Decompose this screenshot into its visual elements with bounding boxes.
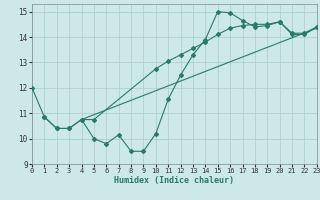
- X-axis label: Humidex (Indice chaleur): Humidex (Indice chaleur): [115, 176, 234, 185]
